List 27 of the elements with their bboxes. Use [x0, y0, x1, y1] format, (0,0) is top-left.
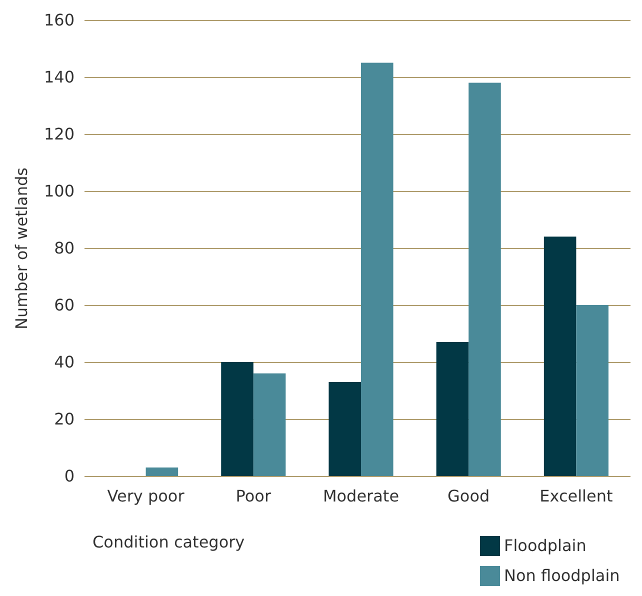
y-tick-label: 140 — [44, 68, 74, 86]
y-tick-label: 40 — [54, 352, 74, 372]
bar — [146, 467, 178, 476]
x-axis-title: Condition category — [92, 532, 245, 552]
bar — [576, 305, 608, 476]
x-tick-label: Very poor — [107, 486, 185, 506]
x-tick-label: Poor — [236, 486, 272, 506]
y-tick-label: 80 — [54, 238, 74, 258]
bar — [436, 342, 469, 476]
bar — [221, 362, 254, 476]
bar — [544, 236, 576, 476]
x-tick-label: Good — [448, 486, 490, 506]
bar — [253, 373, 286, 476]
y-tick-label: 120 — [44, 124, 74, 144]
y-tick-label: 20 — [54, 410, 74, 428]
y-tick-label: 100 — [44, 182, 74, 200]
bar — [328, 382, 361, 476]
legend-label: Floodplain — [504, 536, 586, 555]
x-tick-label: Moderate — [322, 486, 400, 506]
y-tick-label: 60 — [54, 296, 74, 314]
y-tick-label: 160 — [44, 10, 74, 30]
bar — [361, 62, 394, 476]
y-axis-title: Number of wetlands — [12, 168, 31, 330]
x-tick-label: Excellent — [540, 486, 613, 506]
y-tick-label: 0 — [64, 466, 74, 486]
bar — [468, 82, 501, 476]
legend-label: Non floodplain — [504, 566, 620, 585]
